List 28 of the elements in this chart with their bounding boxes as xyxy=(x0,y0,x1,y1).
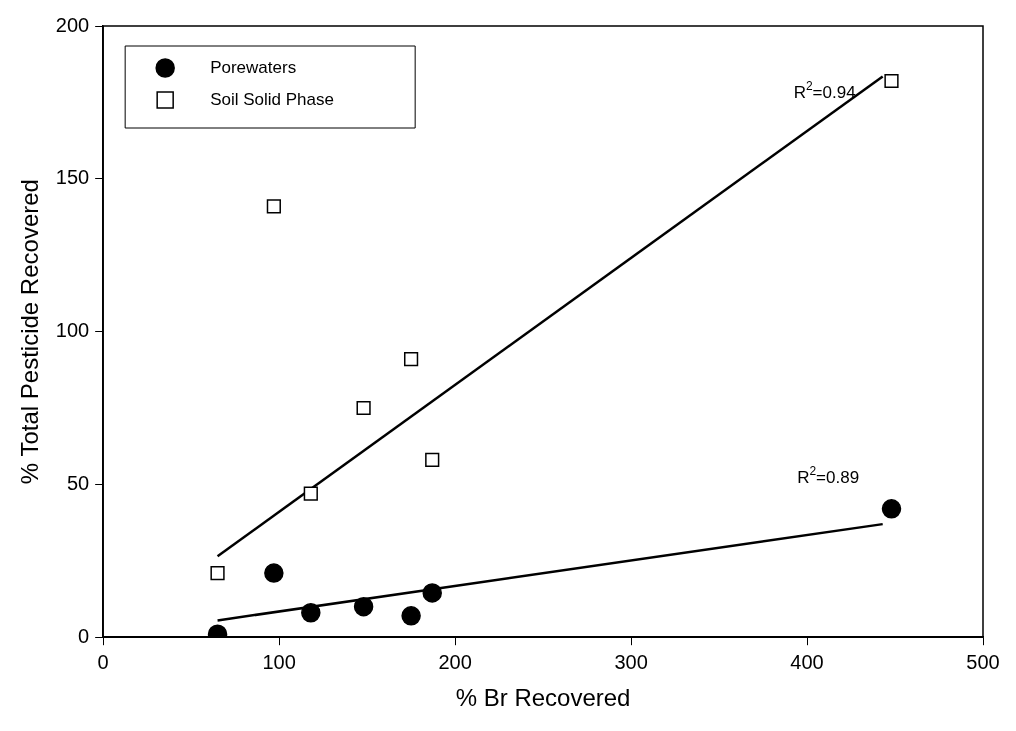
point xyxy=(356,400,371,416)
point xyxy=(425,452,440,468)
x-tick-label: 400 xyxy=(790,650,824,673)
x-tick-label: 200 xyxy=(438,650,472,673)
y-tick-label: 150 xyxy=(55,166,90,189)
x-tick-label: 300 xyxy=(614,650,648,673)
x-tick-label: 0 xyxy=(97,650,109,673)
y-tick-label: 200 xyxy=(55,13,90,36)
y-tick-label: 100 xyxy=(55,319,90,342)
point xyxy=(404,351,419,367)
x-tick-label: 500 xyxy=(966,650,1000,673)
x-tick-label: 100 xyxy=(262,650,296,673)
point xyxy=(884,73,899,89)
y-tick-label: 0 xyxy=(78,624,90,647)
point xyxy=(353,596,374,617)
point xyxy=(264,563,284,583)
point xyxy=(266,199,281,214)
point xyxy=(881,499,902,519)
point xyxy=(422,583,442,603)
point xyxy=(210,565,225,581)
point xyxy=(301,603,321,623)
legend-label: Soil Solid Phase xyxy=(210,89,334,109)
y-tick-label: 50 xyxy=(66,471,90,494)
point xyxy=(401,606,421,626)
legend-label: Porewaters xyxy=(210,57,297,77)
x-axis-title: % Br Recovered xyxy=(455,684,631,712)
y-axis-title: % Total Pesticide Recovered xyxy=(16,179,44,485)
point xyxy=(303,486,318,501)
